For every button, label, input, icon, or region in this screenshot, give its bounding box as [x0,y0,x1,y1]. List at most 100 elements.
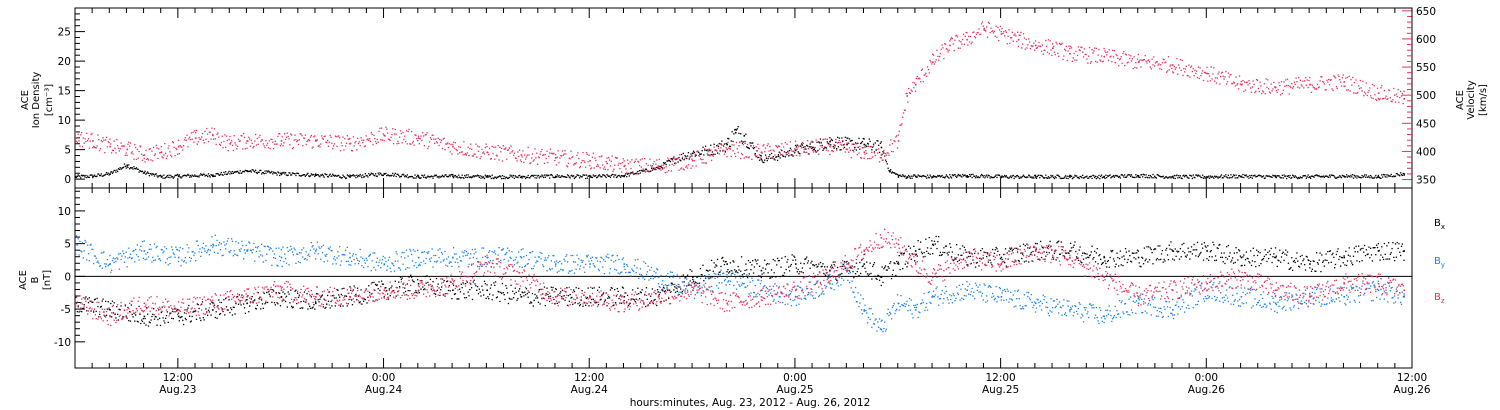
data-point [193,175,195,178]
data-point [981,174,984,177]
data-point [703,280,705,282]
data-point [337,289,339,291]
data-point [716,265,718,267]
data-point [767,272,769,274]
data-point [406,283,408,285]
data-point [1021,176,1023,178]
data-point [151,150,153,152]
data-point [974,177,977,179]
data-point [1384,176,1386,178]
data-point [619,167,621,170]
data-point [734,131,737,134]
data-point [323,298,325,300]
data-point [1122,52,1124,55]
data-point [1106,175,1109,177]
data-point [968,41,971,43]
data-point [801,267,804,269]
data-point [806,145,809,147]
data-point [1034,176,1037,178]
data-point [994,35,996,37]
data-point [866,273,869,275]
data-point [1064,256,1066,258]
data-point [1131,58,1134,60]
data-point [468,176,470,178]
data-point [169,151,171,153]
data-point [935,235,937,238]
data-point [854,142,857,144]
data-point [1143,174,1146,176]
data-point [228,299,230,301]
data-point [872,146,874,148]
data-point [117,319,120,321]
data-point [744,140,746,143]
data-point [620,171,623,173]
data-point [1022,253,1024,255]
data-point [279,172,282,174]
data-point [530,157,533,159]
data-point [401,142,403,144]
data-point [782,146,785,148]
data-point [851,143,853,145]
data-point [845,261,847,263]
data-point [1119,58,1122,60]
data-point [988,22,990,25]
data-point [580,176,582,178]
data-point [175,147,177,150]
data-point [287,135,289,138]
data-point [937,174,939,177]
data-point [186,309,188,311]
data-point [242,148,244,150]
data-point [673,156,675,158]
data-point [80,302,82,304]
data-point [624,292,626,294]
data-point [629,161,631,163]
data-point [1335,86,1338,88]
data-point [725,260,727,263]
data-point [689,155,691,158]
data-point [1056,43,1058,45]
data-point [956,176,958,179]
data-point [395,133,397,135]
data-point [1149,247,1152,249]
data-point [1328,174,1331,176]
data-point [946,252,948,254]
data-point [1087,62,1089,64]
data-point [1065,252,1068,254]
data-point [754,153,756,155]
data-point [713,146,715,148]
data-point [763,144,765,146]
data-point [204,130,206,132]
data-point [83,142,85,144]
data-point [516,160,518,162]
data-point [1264,177,1266,179]
data-point [293,172,295,175]
data-point [1243,176,1245,179]
data-point [1162,58,1164,60]
data-point [276,174,278,176]
data-point [332,173,334,175]
data-point [842,265,844,267]
data-point [621,175,624,177]
data-point [235,171,237,173]
data-point [373,174,375,176]
data-point [540,176,542,178]
data-point [472,175,474,177]
data-point [684,157,686,160]
data-point [546,175,548,177]
data-point [740,157,742,160]
data-point [799,152,801,155]
data-point [133,312,135,314]
data-point [852,143,854,145]
data-point [836,147,838,150]
data-point [745,156,747,158]
data-point [663,163,666,165]
data-point [1390,173,1392,176]
data-point [99,147,102,150]
data-point [531,292,534,295]
data-point [692,152,694,154]
data-point [355,293,357,295]
data-point [679,159,681,161]
data-point [915,176,918,178]
data-point [823,272,825,275]
data-point [1051,249,1053,251]
